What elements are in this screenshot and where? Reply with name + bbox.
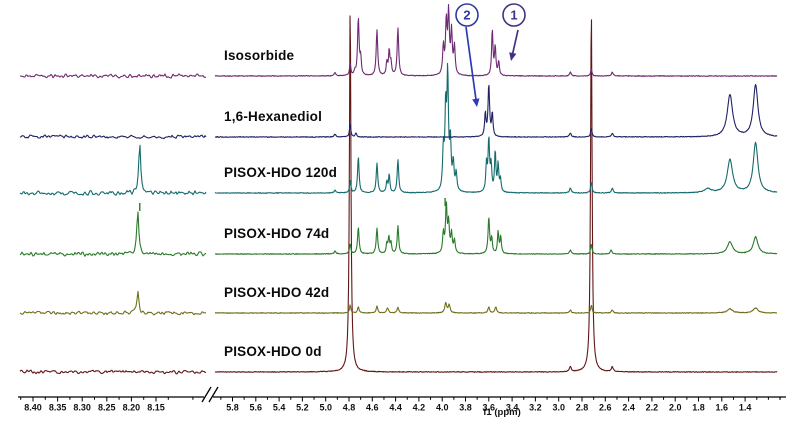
spectrum-label-pisox-74d: PISOX-HDO 74d: [224, 226, 330, 241]
axis-tick-label: 5.4: [273, 403, 286, 413]
axis-tick-label: 3.8: [459, 403, 472, 413]
axis-tick-label: 5.2: [296, 403, 309, 413]
axis-tick-label: 2.8: [576, 403, 589, 413]
axis-tick-label: 4.0: [436, 403, 449, 413]
x-axis-title: f1 (ppm): [483, 407, 521, 418]
axis-break-mark: [201, 386, 212, 403]
axis-tick-label: 1.4: [739, 403, 752, 413]
axis-tick-label: 5.0: [319, 403, 332, 413]
axis-tick-label: 3.6: [483, 403, 496, 413]
annotation-arrowhead: [472, 98, 480, 107]
spectrum-label-pisox-42d: PISOX-HDO 42d: [224, 285, 330, 300]
axis-tick-label: 1.8: [692, 403, 705, 413]
annotation-arrowhead: [509, 52, 517, 61]
axis-tick-label: 8.40: [24, 403, 42, 413]
spectrum-trace-pisox-hdo-74d: [19, 201, 778, 257]
axis-tick-label: 2.4: [622, 403, 635, 413]
axis-tick-label: 1.6: [716, 403, 729, 413]
axis-tick-label: 2.0: [669, 403, 682, 413]
spectrum-trace-isosorbide: [19, 3, 778, 79]
axis-tick-label: 3.4: [506, 403, 519, 413]
axis-tick-label: 5.8: [226, 403, 239, 413]
axis-tick-label: 8.20: [123, 403, 141, 413]
axis-tick-label: 2.6: [599, 403, 612, 413]
axis-tick-label: 2.2: [646, 403, 659, 413]
axis-tick-label: 4.6: [366, 403, 379, 413]
spectrum-trace-pisox-hdo-0d: [19, 15, 778, 375]
annotation-circle-2: [455, 3, 479, 27]
spectrum-trace-hexanediol: [19, 83, 778, 140]
axis-tick-label: 3.2: [529, 403, 542, 413]
axis-tick-label: 3.0: [552, 403, 565, 413]
spectrum-label-pisox-0d: PISOX-HDO 0d: [224, 344, 322, 359]
annotation-arrow: [465, 26, 478, 105]
axis-tick-label: 4.8: [343, 403, 356, 413]
axis-tick-label: 8.30: [73, 403, 91, 413]
spectrum-trace-pisox-hdo-42d: [19, 290, 778, 316]
axis-tick-label: 4.4: [389, 403, 402, 413]
spectrum-label-hexanediol: 1,6-Hexanediol: [224, 109, 323, 124]
annotation-number-2: 2: [463, 8, 470, 23]
annotation-circle-1: [502, 3, 526, 27]
axis-tick-label: 5.6: [250, 403, 263, 413]
spectrum-trace-pisox-hdo-120d: [19, 62, 778, 196]
axis-break-mark: [208, 386, 219, 403]
axis-tick-label: 8.35: [49, 403, 67, 413]
axis-tick-label: 8.25: [98, 403, 116, 413]
spectrum-label-isosorbide: Isosorbide: [224, 48, 295, 63]
annotation-number-1: 1: [510, 8, 517, 23]
axis-tick-label: 4.2: [413, 403, 426, 413]
spectrum-label-pisox-120d: PISOX-HDO 120d: [224, 165, 338, 180]
axis-tick-label: 8.15: [147, 403, 165, 413]
